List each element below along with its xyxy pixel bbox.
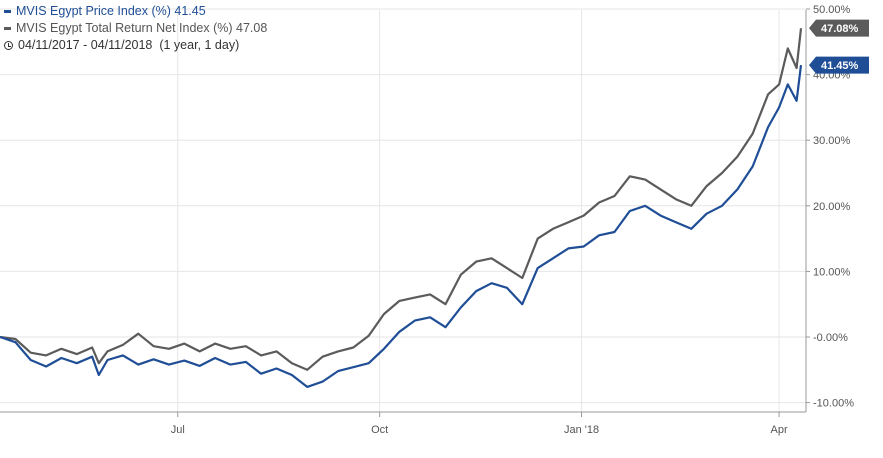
series-line-total-return — [0, 28, 803, 371]
x-axis: Jul Oct Jan '18 Apr — [0, 411, 806, 436]
legend-item-total-return[interactable]: MVIS Egypt Total Return Net Index (%) 47… — [4, 20, 267, 37]
y-tick-label: 50.00% — [813, 4, 851, 16]
date-range-text: 04/11/2017 - 04/11/2018 — [18, 38, 153, 52]
legend: MVIS Egypt Price Index (%) 41.45 MVIS Eg… — [4, 3, 267, 54]
x-tick-label: Apr — [770, 424, 787, 436]
flag-price-index-shape — [809, 56, 869, 74]
flag-price-index-label: 41.45% — [821, 60, 859, 72]
series-lines — [0, 28, 803, 388]
x-tick-label: Jan '18 — [564, 424, 599, 436]
y-tick-label: 10.00% — [813, 266, 851, 278]
y-tick-label: -0.00% — [813, 332, 848, 344]
x-tick-label: Jul — [171, 424, 185, 436]
y-axis: -10.00%-0.00%10.00%20.00%30.00%40.00%50.… — [805, 4, 854, 412]
legend-swatch-gray — [4, 27, 11, 30]
series-line-price-index — [0, 64, 803, 388]
flag-total-return-label: 47.08% — [821, 23, 859, 35]
y-tick-label: 20.00% — [813, 201, 851, 213]
date-range-duration: (1 year, 1 day) — [159, 38, 240, 52]
x-tick-label: Oct — [371, 424, 388, 436]
last-value-flags: 47.08% 41.45% — [809, 19, 869, 74]
y-tick-label: 30.00% — [813, 135, 851, 147]
legend-label-total-return: MVIS Egypt Total Return Net Index (%) 47… — [16, 21, 268, 35]
legend-swatch-blue — [4, 10, 11, 13]
gridlines — [0, 8, 806, 412]
flag-total-return-shape — [809, 19, 869, 37]
legend-date-range: 04/11/2017 - 04/11/2018 (1 year, 1 day) — [4, 37, 267, 54]
y-tick-label: -10.00% — [813, 398, 854, 410]
clock-icon — [4, 41, 13, 50]
legend-label-price-index: MVIS Egypt Price Index (%) 41.45 — [16, 4, 206, 18]
legend-item-price-index[interactable]: MVIS Egypt Price Index (%) 41.45 — [4, 3, 267, 20]
